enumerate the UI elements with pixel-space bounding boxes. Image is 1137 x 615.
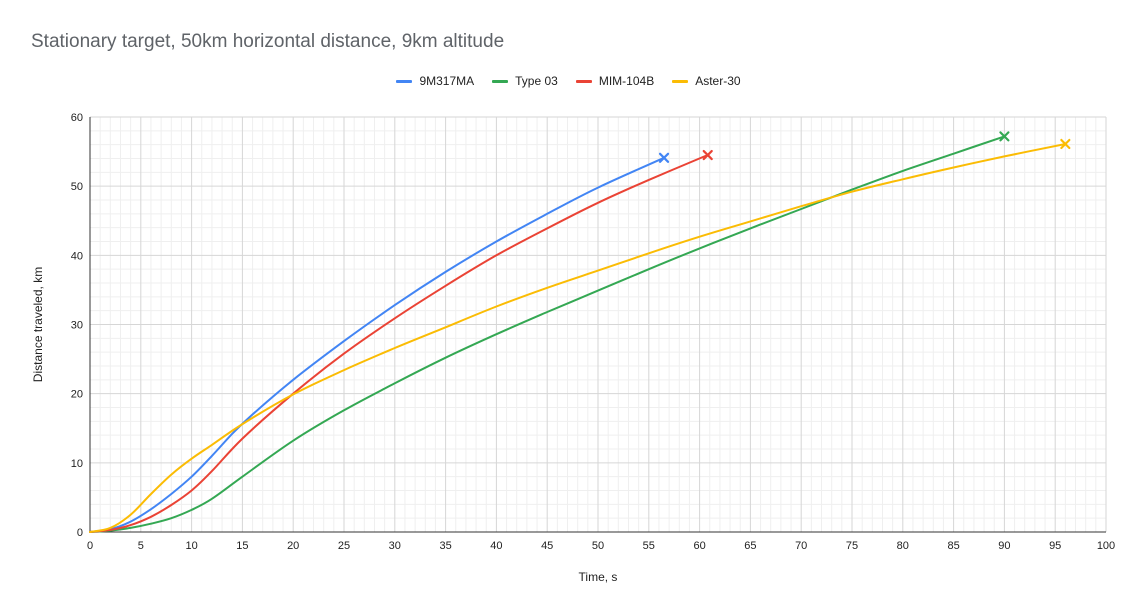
series-end-marker-aster-30 (1060, 138, 1071, 150)
series-line-mim-104b (89, 154, 709, 533)
y-tick-label: 20 (71, 389, 83, 401)
x-tick-label: 60 (693, 540, 705, 552)
legend-label: Aster-30 (695, 74, 741, 88)
y-tick-label: 40 (71, 250, 83, 262)
x-tick-label: 30 (389, 540, 401, 552)
y-tick-label: 60 (71, 112, 83, 124)
x-tick-label: 10 (185, 540, 197, 552)
legend-label: Type 03 (515, 74, 558, 88)
x-axis-title: Time, s (579, 570, 618, 584)
x-tick-label: 25 (338, 540, 350, 552)
x-tick-label: 20 (287, 540, 299, 552)
legend-item-9m317ma: 9M317MA (396, 74, 474, 88)
y-tick-label: 0 (77, 527, 83, 539)
chart-title: Stationary target, 50km horizontal dista… (31, 31, 505, 52)
x-tick-label: 75 (846, 540, 858, 552)
chart-legend: 9M317MA Type 03 MIM-104B Aster-30 (0, 74, 1137, 88)
series-line-type-03 (89, 135, 1006, 533)
x-tick-label: 0 (87, 540, 93, 552)
legend-label: MIM-104B (598, 74, 655, 88)
x-tick-label: 15 (236, 540, 248, 552)
legend-item-aster-30: Aster-30 (672, 74, 741, 88)
y-tick-label: 10 (71, 458, 83, 470)
x-tick-label: 50 (592, 540, 604, 552)
legend-swatch (396, 79, 413, 83)
x-tick-label: 85 (947, 540, 959, 552)
x-tick-label: 55 (643, 540, 655, 552)
series-line-aster-30 (89, 143, 1067, 533)
legend-swatch (575, 79, 592, 83)
x-tick-label: 35 (439, 540, 451, 552)
y-tick-label: 50 (71, 181, 83, 193)
legend-swatch (672, 79, 689, 83)
series-line-9m317ma (89, 156, 665, 533)
x-tick-label: 100 (1097, 540, 1115, 552)
x-tick-label: 65 (744, 540, 756, 552)
legend-item-mim-104b: MIM-104B (575, 74, 655, 88)
y-tick-label: 30 (71, 320, 83, 332)
x-tick-label: 5 (138, 540, 144, 552)
x-tick-label: 40 (490, 540, 502, 552)
series-end-marker-type-03 (999, 131, 1010, 142)
series-end-marker-9m317ma (658, 152, 670, 163)
x-tick-label: 80 (897, 540, 909, 552)
legend-swatch (492, 79, 509, 83)
series-end-marker-mim-104b (702, 149, 713, 161)
x-tick-label: 95 (1049, 540, 1061, 552)
x-tick-label: 45 (541, 540, 553, 552)
legend-label: 9M317MA (419, 74, 475, 88)
x-tick-label: 70 (795, 540, 807, 552)
x-tick-label: 90 (998, 540, 1010, 552)
legend-item-type-03: Type 03 (492, 74, 558, 88)
y-axis-title: Distance traveled, km (31, 267, 45, 382)
